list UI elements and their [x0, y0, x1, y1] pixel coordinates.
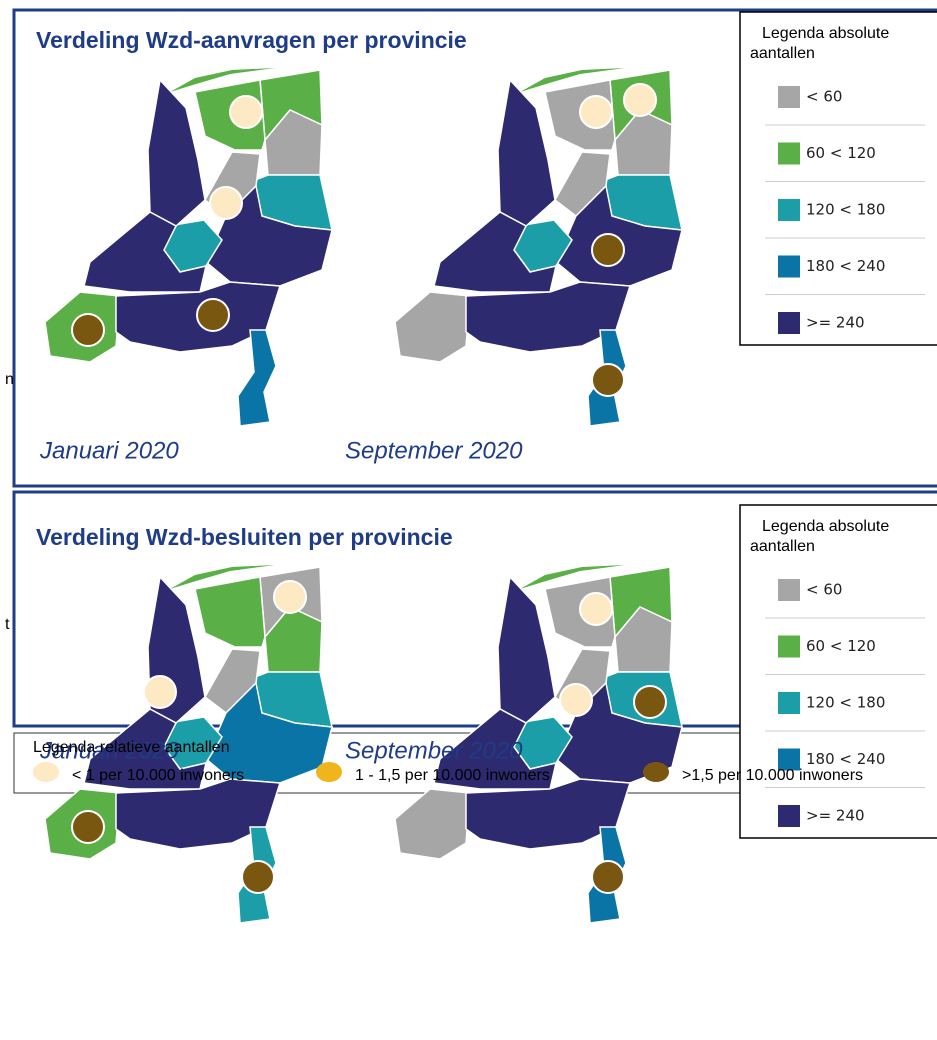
side-fragment: t: [5, 616, 10, 633]
province: [497, 78, 556, 227]
legend-label: < 60: [806, 88, 842, 106]
relative-dot: [633, 685, 667, 719]
panel-frame: [12, 8, 937, 488]
legend-label: 60 < 120: [806, 637, 876, 655]
legend-label: >= 240: [806, 314, 865, 332]
relative-dot: [623, 83, 657, 117]
relative-legend-label: >1,5 per 10.000 inwoners: [682, 767, 863, 784]
relative-dot: [71, 810, 105, 844]
relative-dot: [579, 592, 613, 626]
relative-dot: [591, 860, 625, 894]
relative-dot: [229, 95, 263, 129]
relative-legend-dot: [643, 762, 669, 782]
map-label: September 2020: [345, 737, 523, 764]
legend-title: Legenda absolute: [762, 25, 889, 42]
legend-label: >= 240: [806, 807, 865, 825]
relative-dot: [591, 233, 625, 267]
legend-swatch: [778, 692, 800, 714]
map: [44, 68, 333, 427]
province: [83, 708, 208, 790]
legend-swatch: [778, 635, 800, 658]
island: [520, 68, 625, 92]
island: [520, 565, 625, 589]
province: [433, 708, 558, 790]
island: [170, 68, 275, 92]
province: [83, 211, 208, 293]
map-label: Januari 2020: [39, 437, 179, 464]
map-label: September 2020: [345, 437, 523, 464]
relative-dot: [241, 860, 275, 894]
panel-title: Verdeling Wzd-besluiten per provincie: [36, 524, 453, 550]
legend-label: 120 < 180: [806, 694, 885, 712]
legend-title: aantallen: [750, 538, 815, 555]
relative-legend-title: Legenda relatieve aantallen: [33, 739, 230, 756]
province: [204, 648, 261, 714]
legend-frame: [739, 504, 937, 839]
legend-frame: [739, 11, 937, 346]
province: [465, 281, 632, 353]
legend-label: 180 < 240: [806, 750, 885, 768]
legend-swatch: [778, 86, 800, 108]
province: [497, 575, 556, 724]
legend-swatch: [778, 579, 800, 601]
relative-dot: [559, 683, 593, 717]
legend-title: aantallen: [750, 45, 815, 62]
map-label: Januari 2020: [39, 737, 179, 764]
legend-swatch: [778, 312, 800, 334]
province: [264, 109, 323, 176]
legend-swatch: [778, 142, 800, 165]
legend-label: 120 < 180: [806, 201, 885, 219]
legend-swatch: [778, 199, 800, 221]
province: [614, 606, 673, 673]
province: [147, 78, 206, 227]
relative-dot: [71, 313, 105, 347]
map: [394, 68, 683, 427]
province: [465, 778, 632, 850]
relative-legend-label: < 1 per 10.000 inwoners: [72, 767, 244, 784]
province: [394, 788, 471, 860]
legend-swatch: [778, 805, 800, 827]
legend-label: 60 < 120: [806, 144, 876, 162]
legend-label: < 60: [806, 581, 842, 599]
relative-dot: [209, 186, 243, 220]
province: [205, 681, 333, 784]
legend-swatch: [778, 255, 800, 278]
legend-label: 180 < 240: [806, 257, 885, 275]
relative-dot: [143, 675, 177, 709]
province: [433, 211, 558, 293]
island: [170, 565, 275, 589]
relative-dot: [591, 363, 625, 397]
province: [555, 184, 683, 287]
province: [115, 778, 282, 850]
province: [554, 151, 611, 217]
relative-legend-dot: [316, 762, 342, 782]
panel-title: Verdeling Wzd-aanvragen per provincie: [36, 27, 467, 53]
relative-legend-dot: [33, 762, 59, 782]
province: [237, 329, 277, 427]
relative-dot: [579, 95, 613, 129]
map: [44, 565, 333, 924]
relative-dot: [273, 580, 307, 614]
province: [194, 576, 266, 648]
relative-legend-label: 1 - 1,5 per 10.000 inwoners: [355, 767, 550, 784]
province: [394, 291, 471, 363]
legend-title: Legenda absolute: [762, 518, 889, 535]
side-fragment: n: [5, 371, 14, 388]
legend-swatch: [778, 748, 800, 771]
map: [394, 565, 683, 924]
relative-dot: [196, 298, 230, 332]
